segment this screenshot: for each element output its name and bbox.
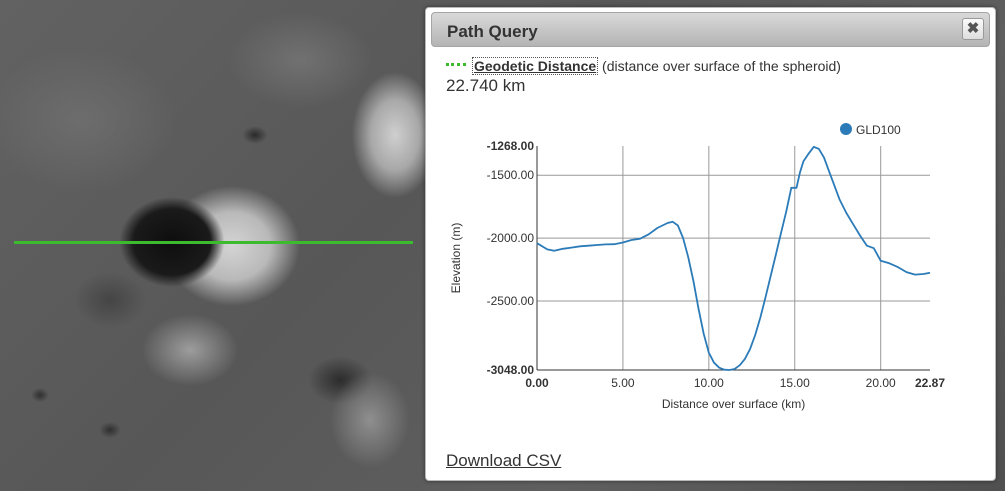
y-tick-label: -3048.00 <box>487 363 535 377</box>
y-tick-label: -2500.00 <box>487 294 535 308</box>
elevation-profile-chart[interactable]: GLD100 0.00 5.00 10.00 15.00 20.00 22.87 -1268… <box>426 108 995 428</box>
series-line-gld100[interactable] <box>536 146 931 371</box>
x-tick-label: 10.00 <box>694 376 724 390</box>
x-tick-label: 22.87 <box>915 376 945 390</box>
x-tick-label: 20.00 <box>866 376 896 390</box>
legend-label-gld100[interactable]: GLD100 <box>856 123 901 137</box>
y-axis-label: Elevation (m) <box>449 223 463 294</box>
y-tick-label: -2000.00 <box>487 231 535 245</box>
x-tick-label: 0.00 <box>525 376 549 390</box>
legend-marker-gld100[interactable] <box>840 123 852 135</box>
download-csv-link[interactable]: Download CSV <box>446 451 562 470</box>
panel-header[interactable]: Path Query ✖ <box>431 12 990 47</box>
measure-description: (distance over surface of the spheroid) <box>602 58 841 74</box>
panel-title: Path Query <box>447 22 538 41</box>
distance-value: 22.740 km <box>446 76 526 95</box>
x-axis-label: Distance over surface (km) <box>662 397 805 411</box>
y-tick-label: -1500.00 <box>487 168 535 182</box>
path-query-panel: Path Query ✖ Geodetic Distance (distance… <box>425 7 996 481</box>
line-style-swatch <box>446 62 466 66</box>
measure-row: Geodetic Distance (distance over surface… <box>446 57 841 75</box>
close-button[interactable]: ✖ <box>962 18 984 40</box>
y-tick-label: -1268.00 <box>487 139 535 153</box>
geodetic-distance-link[interactable]: Geodetic Distance <box>472 57 599 75</box>
path-line[interactable] <box>14 241 413 244</box>
x-tick-label: 15.00 <box>780 376 810 390</box>
x-tick-label: 5.00 <box>611 376 635 390</box>
